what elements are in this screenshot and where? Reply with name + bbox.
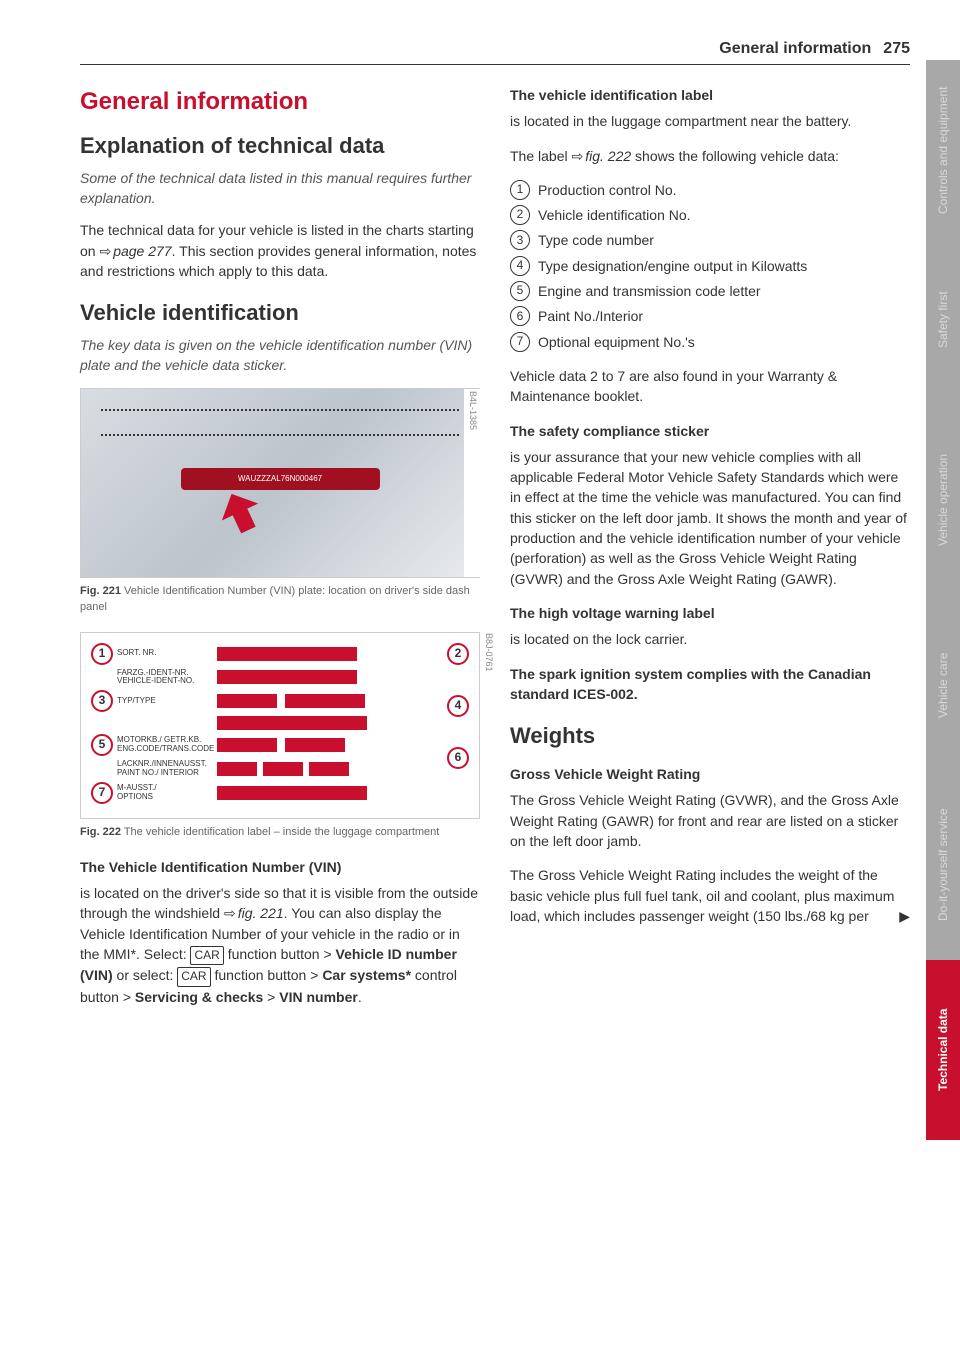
lead-text: Some of the technical data listed in thi… [80,168,480,209]
callout-5: 5 [91,734,113,756]
car-button-icon: CAR [177,967,210,986]
list-item: 4Type designation/engine output in Kilow… [510,256,910,276]
sub-heading: The vehicle identification label [510,85,910,105]
figure-code: B8J-0761 [482,633,495,672]
callout-3: 3 [91,690,113,712]
subsection-weights: Weights [510,720,910,752]
figure-221: WAUZZZAL76N000467 B4L-1385 [80,388,480,578]
bold-paragraph: The spark ignition system complies with … [510,664,910,705]
figure-caption: Fig. 222 The vehicle identification labe… [80,825,480,841]
list-item: 7Optional equipment No.'s [510,332,910,352]
xref-page: page 277 [99,243,171,259]
list-item: 2Vehicle identification No. [510,205,910,225]
body-paragraph: Vehicle data 2 to 7 are also found in yo… [510,366,910,407]
header-title: General information [719,40,871,58]
body-paragraph: is located on the lock carrier. [510,629,910,649]
subsection-explanation: Explanation of technical data [80,130,480,162]
figure-222: B8J-0761 1SORT. NR. FARZG.-IDENT-NR. VEH… [80,632,480,819]
list-item: 1Production control No. [510,180,910,200]
lead-text: The key data is given on the vehicle ide… [80,335,480,376]
body-paragraph: is located on the driver's side so that … [80,883,480,1007]
callout-6: 6 [447,747,469,769]
xref-fig: fig. 221 [224,905,284,921]
callout-2: 2 [447,643,469,665]
continue-arrow-icon: ▶ [899,906,910,926]
arrow-icon [214,485,267,538]
subsection-vehicle-id: Vehicle identification [80,297,480,329]
sub-heading: The high voltage warning label [510,603,910,623]
tab-controls[interactable]: Controls and equipment [926,60,960,240]
tab-care[interactable]: Vehicle care [926,600,960,770]
body-paragraph: The Gross Vehicle Weight Rating includes… [510,865,910,926]
left-column: General information Explanation of techn… [80,85,480,1021]
tab-operation[interactable]: Vehicle operation [926,400,960,600]
callout-4: 4 [447,695,469,717]
figure-caption: Fig. 221 Vehicle Identification Number (… [80,584,480,616]
header-page-number: 275 [883,40,910,58]
callout-7: 7 [91,782,113,804]
figure-code: B4L-1385 [464,389,481,577]
list-item: 3Type code number [510,230,910,250]
body-paragraph: The label fig. 222 shows the following v… [510,146,910,166]
list-item: 6Paint No./Interior [510,306,910,326]
sub-heading: The Vehicle Identification Number (VIN) [80,857,480,877]
xref-fig: fig. 222 [571,148,631,164]
car-button-icon: CAR [190,946,223,965]
list-item: 5Engine and transmission code letter [510,281,910,301]
tab-safety[interactable]: Safety first [926,240,960,400]
vin-plate: WAUZZZAL76N000467 [181,468,380,490]
page-header: General information 275 [80,40,910,65]
body-paragraph: is your assurance that your new vehicle … [510,447,910,589]
section-title: General information [80,85,480,120]
body-paragraph: The technical data for your vehicle is l… [80,220,480,281]
tab-technical-data[interactable]: Technical data [926,960,960,1140]
sub-heading: Gross Vehicle Weight Rating [510,764,910,784]
side-tabs: Controls and equipment Safety first Vehi… [926,60,960,1140]
right-column: The vehicle identification label is loca… [510,85,910,1021]
body-paragraph: The Gross Vehicle Weight Rating (GVWR), … [510,790,910,851]
sub-heading: The safety compliance sticker [510,421,910,441]
callout-1: 1 [91,643,113,665]
numbered-list: 1Production control No. 2Vehicle identif… [510,180,910,352]
tab-diy[interactable]: Do-it-yourself service [926,770,960,960]
body-paragraph: is located in the luggage compartment ne… [510,111,910,131]
